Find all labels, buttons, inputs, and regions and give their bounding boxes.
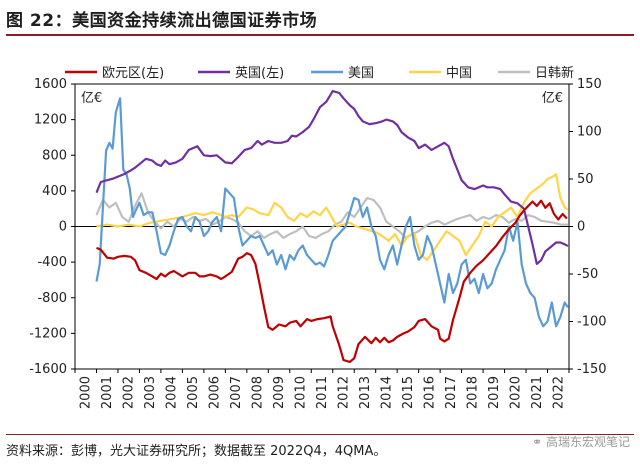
right-tick-label: 150 — [577, 77, 602, 92]
legend-label-2: 美国 — [348, 66, 374, 81]
left-unit-label: 亿€ — [81, 91, 102, 106]
right-tick-label: -150 — [577, 362, 607, 377]
left-tick-label: 1200 — [34, 113, 67, 128]
right-tick-label: -100 — [577, 315, 607, 330]
x-tick-label: 2018 — [465, 376, 480, 409]
watermark: ⚭ 高瑞东宏观笔记 — [532, 433, 630, 450]
x-tick-label: 2020 — [508, 376, 523, 409]
left-tick-label: -1600 — [29, 362, 67, 377]
x-tick-label: 2011 — [315, 376, 330, 409]
wechat-icon: ⚭ — [532, 435, 543, 449]
right-tick-label: -50 — [577, 267, 598, 282]
left-tick-label: 400 — [42, 184, 67, 199]
title-divider — [6, 34, 634, 36]
source-note: 资料来源：彭博，光大证券研究所；数据截至 2022Q4，4QMA。 — [6, 444, 387, 459]
right-tick-label: 100 — [577, 125, 602, 140]
series-line-0 — [96, 199, 568, 363]
x-tick-label: 2002 — [122, 376, 137, 409]
left-tick-label: 800 — [42, 148, 67, 163]
x-tick-label: 2007 — [229, 376, 244, 409]
source-divider — [6, 434, 634, 435]
right-unit-label: 亿€ — [542, 91, 563, 106]
right-tick-label: 0 — [577, 220, 585, 235]
left-tick-label: -1200 — [29, 326, 67, 341]
left-tick-label: -800 — [37, 291, 67, 306]
legend-label-1: 英国(左) — [235, 66, 284, 81]
x-tick-label: 2009 — [272, 376, 287, 409]
figure-title: 图 22：美国资金持续流出德国证券市场 — [6, 11, 318, 31]
x-tick-label: 2013 — [358, 376, 373, 409]
x-tick-label: 2004 — [165, 376, 180, 409]
x-tick-label: 2010 — [294, 376, 309, 409]
chart-axes: -1600 -1200 -800 -400 0 400 800 1200 1600 -150 -10… — [29, 77, 606, 409]
left-tick-label: 1600 — [34, 77, 67, 92]
x-tick-label: 2006 — [208, 376, 223, 409]
x-tick-label: 2022 — [551, 376, 566, 409]
series-line-2 — [95, 97, 569, 328]
series-line-1 — [95, 90, 569, 265]
x-tick-label: 2017 — [444, 376, 459, 409]
legend-label-0: 欧元区(左) — [102, 66, 164, 81]
right-tick-label: 50 — [577, 172, 594, 187]
chart-legend: 欧元区(左) 英国(左) 美国 中国 日韩新 — [65, 65, 574, 81]
legend-label-3: 中国 — [446, 66, 472, 81]
x-tick-label: 2015 — [401, 376, 416, 409]
watermark-text: 高瑞东宏观笔记 — [545, 435, 630, 449]
left-tick-label: 0 — [59, 220, 67, 235]
x-tick-label: 2016 — [422, 376, 437, 409]
series-line-4 — [95, 192, 568, 239]
chart-series-layer — [95, 90, 569, 363]
left-tick-label: -400 — [37, 255, 67, 270]
x-tick-label: 2008 — [251, 376, 266, 409]
x-tick-label: 2003 — [143, 376, 158, 409]
x-tick-label: 2012 — [336, 376, 351, 409]
series-line-3 — [96, 173, 569, 261]
x-tick-label: 2000 — [79, 376, 94, 409]
legend-label-4: 日韩新 — [535, 65, 574, 81]
x-tick-label: 2001 — [100, 376, 115, 409]
x-tick-label: 2021 — [530, 376, 545, 409]
x-tick-label: 2014 — [379, 376, 394, 409]
x-tick-label: 2005 — [186, 376, 201, 409]
x-tick-label: 2019 — [487, 376, 502, 409]
